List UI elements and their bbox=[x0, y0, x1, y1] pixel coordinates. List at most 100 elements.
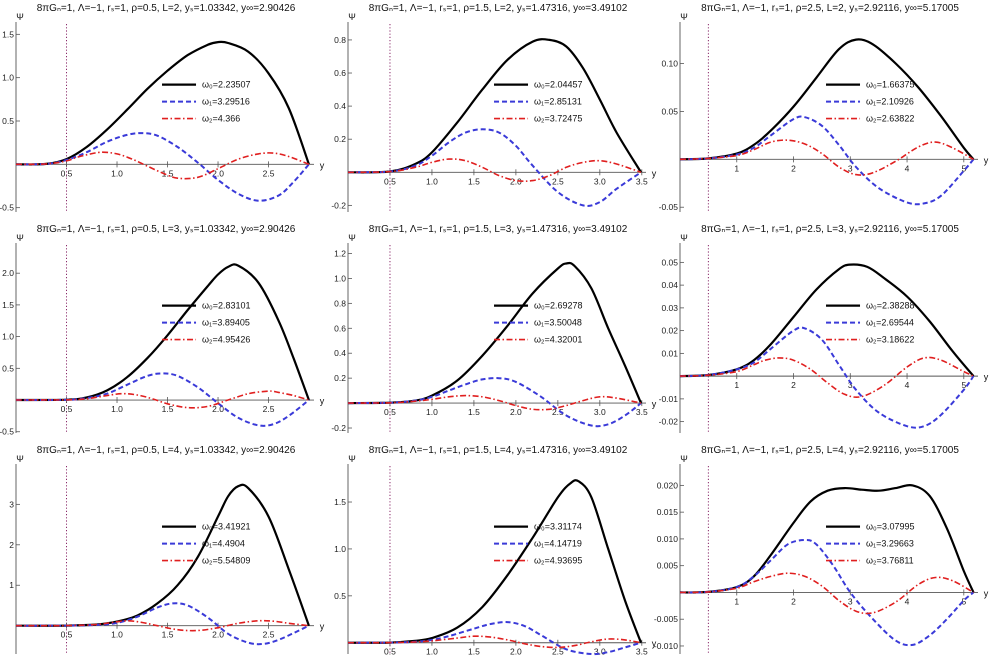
x-tick-label: 2.5 bbox=[552, 176, 564, 186]
y-tick-label: 0.2 bbox=[334, 373, 346, 383]
y-tick-label: 0.04 bbox=[661, 280, 678, 290]
x-axis-label: y bbox=[320, 160, 325, 170]
x-tick-label: 2.5 bbox=[263, 168, 275, 178]
legend-label: ω₂=3.76811 bbox=[866, 556, 914, 566]
x-tick-label: 4 bbox=[905, 596, 910, 606]
chart-svg: 0.5 1.0 1.5 2.0 2.5 1 2 3 y Ψω₀=3.41921 ω₁=4.4904 ω… bbox=[9, 454, 325, 654]
y-tick-label: -0.2 bbox=[331, 423, 346, 433]
legend-label: ω₁=3.89405 bbox=[202, 318, 250, 328]
x-tick-label: 4 bbox=[905, 163, 910, 173]
legend-label: ω₂=4.32001 bbox=[534, 335, 582, 345]
x-tick-label: 3.0 bbox=[594, 176, 606, 186]
chart-title: 8πGₙ=1, Λ=−1, rₛ=1, ρ=0.5, L=3, yₛ=1.033… bbox=[36, 224, 296, 235]
chart-svg: 0.5 1.0 1.5 2.0 2.5 -0.5 0.5 1.0 1.5 y Ψω₀=2.23507… bbox=[0, 12, 325, 213]
chart-title: 8πGₙ=1, Λ=−1, rₛ=1, ρ=0.5, L=4, yₛ=1.033… bbox=[36, 445, 296, 456]
chart-title: 8πGₙ=1, Λ=−1, rₛ=1, ρ=2.5, L=3, yₛ=2.921… bbox=[701, 224, 959, 235]
x-tick-label: 1 bbox=[734, 380, 739, 390]
legend-label: ω₁=2.85131 bbox=[534, 97, 582, 107]
y-tick-label: -0.010 bbox=[654, 641, 678, 651]
x-tick-label: 1.0 bbox=[111, 404, 123, 414]
chart-svg: 1 2 3 4 5 -0.05 0.05 0.10 y Ψω₀=1.66375 ω₁=2.10926… bbox=[659, 12, 989, 212]
legend-label: ω₂=5.54809 bbox=[202, 556, 250, 566]
legend-label: ω₂=2.63822 bbox=[866, 114, 914, 124]
x-tick-label: 2.0 bbox=[212, 404, 224, 414]
x-tick-label: 3 bbox=[848, 163, 853, 173]
y-tick-label: 0.03 bbox=[661, 303, 678, 313]
x-tick-label: 1.5 bbox=[162, 404, 174, 414]
chart-title: 8πGₙ=1, Λ=−1, rₛ=1, ρ=1.5, L=2, yₛ=1.473… bbox=[368, 3, 628, 14]
y-tick-label: 1.0 bbox=[2, 332, 14, 342]
legend-label: ω₂=3.18622 bbox=[866, 335, 914, 345]
x-tick-label: 1.5 bbox=[162, 168, 174, 178]
x-tick-label: 3 bbox=[848, 596, 853, 606]
x-tick-label: 5 bbox=[961, 380, 966, 390]
legend-label: ω₂=3.72475 bbox=[534, 114, 582, 124]
y-tick-label: -0.005 bbox=[654, 614, 678, 624]
chart-panel-3: 8πGₙ=1, Λ=−1, rₛ=1, ρ=2.5, L=2, yₛ=2.921… bbox=[659, 0, 996, 221]
series-line-omega-1 bbox=[347, 128, 642, 207]
y-tick-label: -0.05 bbox=[659, 202, 679, 212]
x-tick-label: 2.5 bbox=[263, 404, 275, 414]
chart-title: 8πGₙ=1, Λ=−1, rₛ=1, ρ=2.5, L=2, yₛ=2.921… bbox=[701, 3, 959, 14]
series-line-omega-0 bbox=[679, 38, 975, 161]
chart-panel-2: 8πGₙ=1, Λ=−1, rₛ=1, ρ=1.5, L=2, yₛ=1.473… bbox=[331, 0, 664, 221]
legend-label: ω₀=3.07995 bbox=[866, 522, 915, 532]
y-tick-label: 0.05 bbox=[661, 257, 678, 267]
x-axis-label: y bbox=[652, 168, 657, 178]
chart-svg: 0.5 1.0 1.5 2.0 2.5 3.0 3.5 -0.2 0.2 0.4 0.6 0.8 1.0… bbox=[331, 233, 656, 433]
series-line-omega-2 bbox=[15, 390, 310, 409]
x-axis-label: y bbox=[652, 639, 657, 649]
y-tick-label: 0.005 bbox=[657, 561, 679, 571]
y-tick-label: 1.5 bbox=[2, 300, 14, 310]
y-tick-label: 1.2 bbox=[334, 248, 346, 258]
y-tick-label: 0.5 bbox=[334, 591, 346, 601]
y-tick-label: 0.4 bbox=[334, 101, 346, 111]
legend-label: ω₁=3.50048 bbox=[534, 318, 582, 328]
x-tick-label: 1.0 bbox=[426, 407, 438, 417]
y-tick-label: 0.2 bbox=[334, 134, 346, 144]
x-tick-label: 1 bbox=[734, 596, 739, 606]
x-tick-label: 1.0 bbox=[111, 630, 123, 640]
y-tick-label: 0.8 bbox=[334, 35, 346, 45]
y-tick-label: 2.0 bbox=[2, 268, 14, 278]
legend-label: ω₀=3.31174 bbox=[534, 522, 582, 532]
legend-label: ω₀=2.69278 bbox=[534, 301, 583, 311]
series-line-omega-2 bbox=[679, 356, 974, 398]
x-tick-label: 3 bbox=[848, 380, 853, 390]
x-tick-label: 3.0 bbox=[594, 647, 606, 657]
series-line-omega-2 bbox=[679, 572, 974, 615]
x-axis-label: y bbox=[984, 372, 989, 382]
y-tick-label: 0.01 bbox=[661, 348, 678, 358]
y-axis-label: Ψ bbox=[680, 454, 688, 464]
series-line-omega-1 bbox=[15, 132, 310, 202]
series-line-omega-0 bbox=[15, 483, 310, 627]
y-axis-label: Ψ bbox=[348, 454, 356, 464]
x-tick-label: 2.5 bbox=[552, 647, 564, 657]
y-tick-label: 3 bbox=[9, 499, 14, 509]
y-tick-label: 0.05 bbox=[661, 106, 678, 116]
y-tick-label: 1.0 bbox=[334, 273, 346, 283]
y-tick-label: -0.01 bbox=[659, 394, 679, 404]
series-line-omega-2 bbox=[347, 394, 642, 411]
chart-panel-4: 8πGₙ=1, Λ=−1, rₛ=1, ρ=0.5, L=3, yₛ=1.033… bbox=[0, 221, 332, 442]
legend-label: ω₁=3.29516 bbox=[202, 97, 250, 107]
legend-label: ω₁=4.4904 bbox=[202, 539, 245, 549]
legend-label: ω₀=2.83101 bbox=[202, 301, 251, 311]
legend-label: ω₂=4.366 bbox=[202, 114, 240, 124]
x-tick-label: 1.5 bbox=[162, 630, 174, 640]
x-tick-label: 1 bbox=[734, 163, 739, 173]
x-tick-label: 2.5 bbox=[263, 630, 275, 640]
x-axis-label: y bbox=[320, 396, 325, 406]
x-tick-label: 0.5 bbox=[384, 176, 396, 186]
y-tick-label: -0.2 bbox=[331, 200, 346, 210]
legend-label: ω₂=4.93695 bbox=[534, 556, 582, 566]
y-tick-label: 0.6 bbox=[334, 68, 346, 78]
x-tick-label: 1.0 bbox=[426, 176, 438, 186]
y-axis-label: Ψ bbox=[16, 233, 24, 243]
x-tick-label: 5 bbox=[961, 163, 966, 173]
x-tick-label: 2 bbox=[791, 596, 796, 606]
y-tick-label: 1 bbox=[9, 580, 14, 590]
y-tick-label: 1.5 bbox=[2, 29, 14, 39]
chart-title: 8πGₙ=1, Λ=−1, rₛ=1, ρ=2.5, L=4, yₛ=2.921… bbox=[701, 445, 959, 456]
chart-svg: 1 2 3 4 5 -0.02 -0.01 0.01 0.02 0.03 0.04 0.05 y Ψω₀=… bbox=[659, 233, 989, 433]
